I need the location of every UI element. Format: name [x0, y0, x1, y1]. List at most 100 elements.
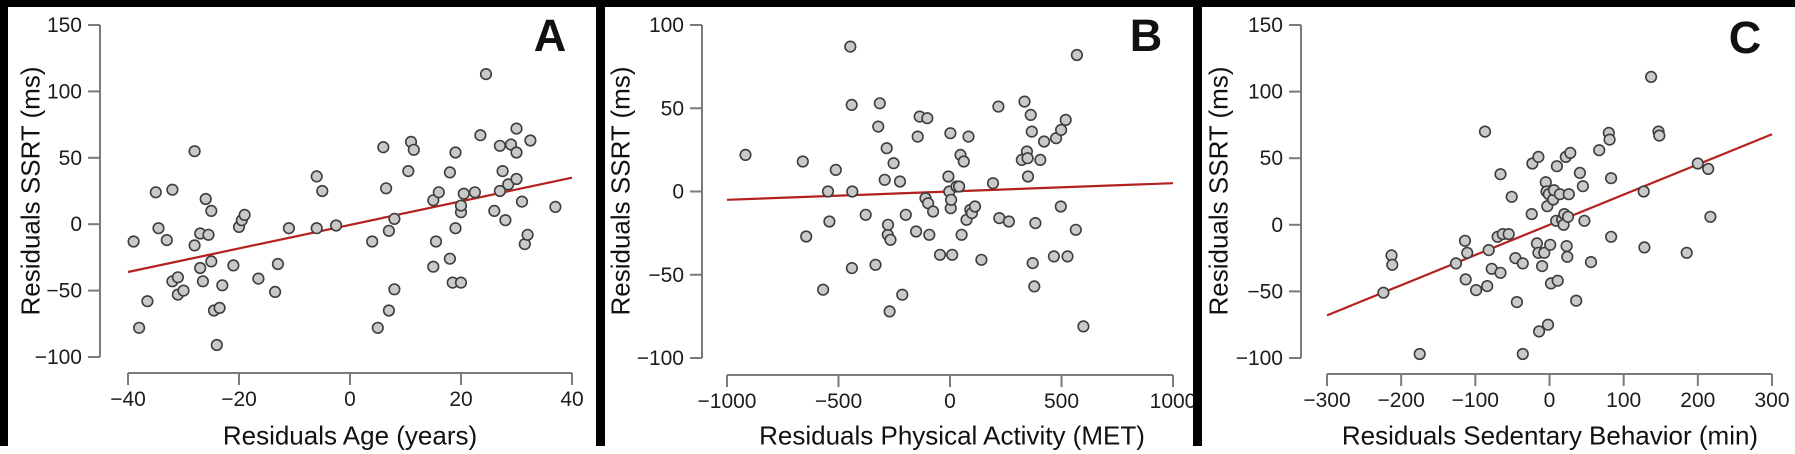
data-point	[238, 208, 251, 221]
data-point	[942, 170, 955, 183]
frame-left-border	[0, 0, 8, 446]
data-point	[382, 224, 396, 237]
data-point	[823, 215, 836, 228]
panel-c-points	[1377, 70, 1717, 361]
y-tick-label: −50	[46, 280, 82, 303]
data-point	[944, 127, 957, 140]
data-point	[454, 276, 468, 289]
x-tick-label: 500	[1044, 390, 1079, 413]
data-point	[521, 228, 534, 241]
panel-c-x-axis-title: Residuals Sedentary Behavior (min)	[1341, 420, 1759, 451]
data-point	[468, 186, 482, 199]
data-point	[202, 228, 215, 241]
panel-c: −100 −50 0 50 100 150 −300 −200 −100 0 100 200 300	[1236, 14, 1790, 412]
data-point	[845, 98, 858, 111]
data-point	[884, 233, 897, 246]
data-point	[1070, 48, 1083, 62]
x-tick-label: −100	[1452, 389, 1499, 412]
data-point	[1458, 234, 1472, 247]
data-point	[1570, 294, 1583, 307]
data-point	[1564, 146, 1577, 159]
panel-separator-bc	[1193, 0, 1202, 446]
data-point	[1021, 152, 1034, 165]
data-point	[149, 186, 162, 199]
data-point	[1069, 223, 1082, 236]
x-tick-label: 0	[944, 390, 956, 413]
data-point	[510, 146, 523, 159]
y-tick-label: 150	[1248, 14, 1283, 37]
data-point	[796, 155, 809, 168]
data-point	[1018, 95, 1031, 108]
data-point	[188, 145, 201, 158]
panel-a-y-axis-title: Residuals SSRT (ms)	[15, 66, 46, 316]
panel-separator-ab	[596, 0, 605, 446]
data-point	[1478, 125, 1492, 138]
data-point	[330, 219, 343, 232]
data-point	[366, 235, 379, 248]
data-point	[488, 204, 501, 217]
data-point	[177, 284, 190, 297]
data-point	[515, 195, 529, 208]
data-point	[1024, 108, 1037, 121]
data-point	[821, 185, 835, 198]
data-point	[1691, 157, 1704, 170]
data-point	[968, 200, 982, 213]
data-point	[1502, 228, 1515, 241]
data-point	[1469, 284, 1483, 297]
data-point	[188, 239, 201, 252]
x-tick-label: −1000	[698, 390, 757, 413]
data-point	[873, 97, 886, 110]
data-point	[829, 163, 842, 176]
data-point	[1644, 70, 1658, 83]
data-point	[926, 205, 940, 218]
data-point	[845, 262, 859, 275]
panel-b-x-axis-title: Residuals Physical Activity (MET)	[759, 420, 1145, 451]
data-point	[1028, 280, 1041, 293]
data-point	[1593, 144, 1606, 157]
x-tick-label: 40	[560, 388, 583, 411]
data-point	[282, 222, 296, 235]
data-point	[474, 129, 487, 142]
data-point	[1505, 190, 1518, 203]
x-tick-label: 20	[449, 388, 472, 411]
data-point	[1560, 240, 1573, 253]
data-point	[382, 304, 396, 317]
data-point	[1459, 273, 1472, 286]
data-point	[252, 272, 265, 285]
data-point	[957, 155, 970, 168]
y-tick-label: 100	[1248, 81, 1283, 104]
data-point	[1026, 257, 1039, 270]
data-point	[479, 67, 493, 81]
data-point	[227, 259, 240, 272]
data-point	[923, 228, 936, 241]
data-point	[443, 252, 457, 265]
data-point	[1638, 241, 1651, 254]
y-tick-label: 100	[649, 14, 684, 37]
data-point	[1054, 123, 1068, 136]
data-point	[859, 208, 872, 221]
data-point	[878, 173, 891, 186]
data-point	[944, 193, 958, 206]
panel-c-label: C	[1728, 12, 1762, 63]
data-point	[510, 172, 523, 186]
data-point	[1653, 129, 1666, 142]
data-point	[933, 248, 947, 261]
data-point	[216, 279, 229, 292]
data-point	[493, 139, 507, 152]
data-point	[205, 204, 218, 217]
y-tick-label: 50	[661, 97, 684, 120]
data-point	[457, 187, 470, 200]
data-point	[1494, 266, 1507, 279]
data-point	[1413, 347, 1426, 361]
y-tick-label: 100	[47, 80, 82, 103]
data-point	[1494, 168, 1507, 181]
data-point	[449, 146, 462, 159]
data-point	[1059, 113, 1072, 126]
data-point	[443, 166, 457, 179]
x-tick-label: 100	[1606, 389, 1641, 412]
panel-a: −100 −50 0 50 100 150 −40 −20 0 20 40	[35, 14, 584, 411]
x-tick-label: 0	[344, 388, 356, 411]
